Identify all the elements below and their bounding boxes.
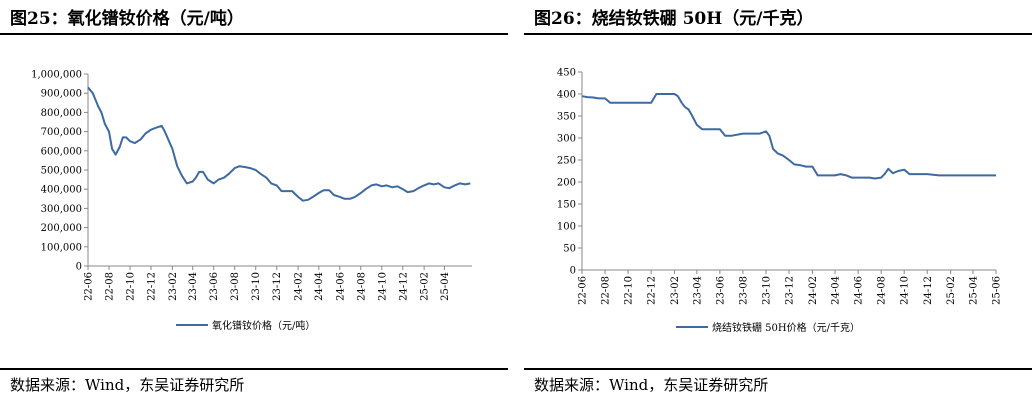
chart-canvas: 0 100,000 200,000 300,000 400,000 500,000 600,…: [31, 70, 472, 332]
source-note: 数据来源：Wind，东吴证券研究所: [534, 376, 769, 394]
x-tick-label: 23-04: [188, 272, 199, 301]
y-tick-label: 100,000: [41, 242, 82, 253]
chart-canvas: 0 50 100 150 200 250 300 350 400 450 22-06 22-08 22-…: [557, 68, 1003, 335]
x-tick-label: 24-10: [900, 276, 911, 305]
x-tick-label: 23-10: [251, 272, 262, 301]
bottom-rule: [524, 368, 1032, 370]
top-rule: [524, 33, 1032, 35]
y-tick-label: 150: [557, 200, 576, 211]
chart-panel-prndy-oxide: 图25：氧化镨钕价格（元/吨） 0 100,000 200,000 300,000 40…: [0, 0, 508, 402]
x-tick-label: 24-12: [398, 272, 409, 301]
y-tick-label: 700,000: [41, 127, 82, 138]
y-tick-label: 600,000: [41, 146, 82, 157]
x-tick-label: 23-10: [761, 276, 772, 305]
x-tick-label: 22-12: [147, 272, 158, 301]
x-tick-label: 23-06: [209, 272, 220, 301]
y-tick-label: 400,000: [41, 185, 82, 196]
x-tick-label: 24-02: [808, 276, 819, 305]
series-line: [581, 93, 996, 180]
y-tick-label: 50: [563, 244, 576, 255]
x-tick-label: 22-12: [647, 276, 658, 305]
series-line: [87, 86, 471, 202]
chart-title: 图26：烧结钕铁硼 50H（元/千克）: [534, 9, 814, 29]
y-tick-label: 450: [557, 68, 576, 79]
y-tick-label: 100: [557, 222, 576, 233]
x-tick-label: 24-06: [854, 276, 865, 305]
x-tick-label: 22-08: [105, 272, 116, 301]
bottom-rule: [0, 368, 508, 370]
x-tick-label: 24-08: [877, 276, 888, 305]
y-tick-label: 300,000: [41, 204, 82, 215]
y-tick-label: 0: [76, 262, 82, 273]
x-tick-label: 22-06: [84, 272, 95, 301]
y-tick-label: 1,000,000: [31, 70, 82, 81]
x-tick-label: 22-10: [126, 272, 137, 301]
x-tick-label: 22-06: [578, 276, 589, 305]
x-tick-label: 24-10: [377, 272, 388, 301]
x-tick-label: 24-08: [356, 272, 367, 301]
y-tick-label: 400: [557, 90, 576, 101]
chart-panel-ndfeb-magnet: 图26：烧结钕铁硼 50H（元/千克） 0 50 100 150 200 250 300 35…: [524, 0, 1032, 402]
legend-label: 氧化镨钕价格（元/吨）: [212, 319, 315, 332]
x-tick-label: 25-06: [992, 276, 1003, 305]
x-tick-label: 24-12: [923, 276, 934, 305]
y-tick-label: 800,000: [41, 108, 82, 119]
legend-label: 烧结钕铁硼 50H价格（元/千克）: [712, 321, 860, 334]
chart-title: 图25：氧化镨钕价格（元/吨）: [10, 9, 244, 29]
y-tick-label: 200,000: [41, 223, 82, 234]
legend: 氧化镨钕价格（元/吨）: [176, 319, 315, 332]
y-tick-label: 500,000: [41, 166, 82, 177]
y-tick-label: 900,000: [41, 89, 82, 100]
y-tick-label: 300: [557, 134, 576, 145]
x-tick-label: 24-06: [335, 272, 346, 301]
x-tick-label: 23-02: [670, 276, 681, 305]
legend: 烧结钕铁硼 50H价格（元/千克）: [676, 321, 860, 334]
y-tick-label: 0: [570, 266, 576, 277]
x-tick-label: 24-04: [831, 276, 842, 305]
x-tick-label: 23-08: [738, 276, 749, 305]
x-tick-label: 24-04: [314, 272, 325, 301]
y-tick-label: 200: [557, 178, 576, 189]
x-tick-label: 23-12: [785, 276, 796, 305]
x-tick-label: 25-04: [968, 276, 979, 305]
source-note: 数据来源：Wind，东吴证券研究所: [10, 376, 245, 394]
x-tick-label: 23-12: [272, 272, 283, 301]
x-tick-label: 23-04: [692, 276, 703, 305]
x-tick-label: 24-02: [294, 272, 305, 301]
x-tick-label: 22-10: [624, 276, 635, 305]
x-tick-label: 25-04: [440, 272, 451, 301]
top-rule: [0, 33, 508, 35]
x-tick-label: 23-08: [230, 272, 241, 301]
y-tick-label: 350: [557, 112, 576, 123]
x-tick-label: 22-08: [601, 276, 612, 305]
x-tick-label: 25-02: [420, 272, 431, 301]
x-tick-label: 23-06: [715, 276, 726, 305]
x-tick-label: 25-02: [946, 276, 957, 305]
x-tick-label: 23-02: [168, 272, 179, 301]
y-tick-label: 250: [557, 156, 576, 167]
